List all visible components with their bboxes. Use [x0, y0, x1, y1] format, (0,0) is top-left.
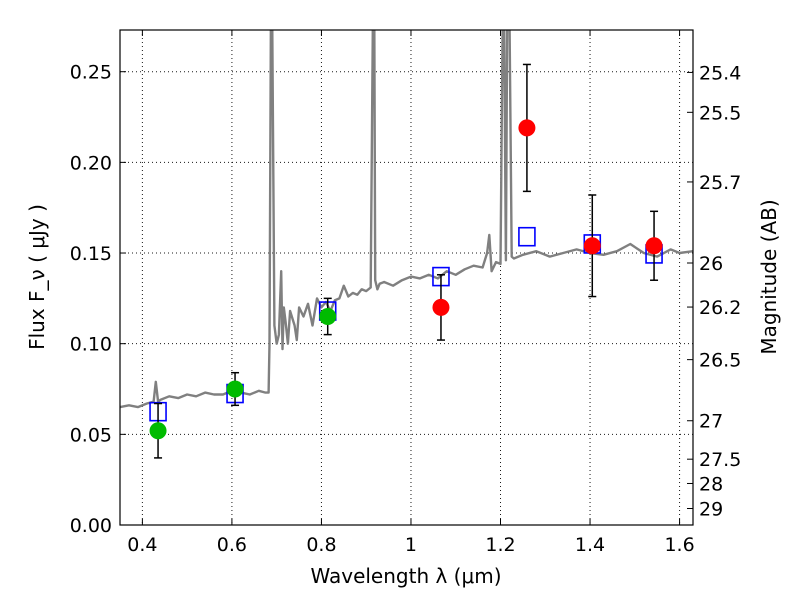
- right-axis-label: Magnitude (AB): [757, 199, 781, 354]
- spectrum-line: [120, 30, 693, 409]
- right-tick-label: 27.5: [699, 449, 741, 471]
- y-axis-ticks: 0.00 0.05 0.10 0.15 0.20 0.25: [70, 62, 126, 537]
- right-tick-label: 25.5: [699, 102, 741, 124]
- data-point: [583, 237, 601, 255]
- x-tick-label: 0.4: [127, 534, 157, 556]
- right-tick-label: 25.7: [699, 172, 741, 194]
- right-tick-label: 26: [699, 253, 723, 275]
- y-axis-label: Flux F_ν ( μJy ): [25, 204, 49, 350]
- data-point: [149, 422, 167, 440]
- x-tick-label: 1.2: [485, 534, 515, 556]
- spectrum-layer: [120, 30, 693, 409]
- plot-frame: [119, 29, 694, 526]
- y-tick-label: 0.25: [70, 62, 112, 84]
- y-tick-label: 0.10: [70, 334, 112, 356]
- x-axis-label: Wavelength λ (μm): [310, 564, 501, 588]
- right-tick-label: 27: [699, 411, 723, 433]
- model-photometry-square: [518, 226, 536, 247]
- y-tick-label: 0.00: [70, 515, 112, 537]
- marker-layer: [149, 63, 663, 459]
- x-tick-label: 1.4: [575, 534, 605, 556]
- y-tick-label: 0.20: [70, 152, 112, 174]
- right-tick-label: 29: [699, 499, 723, 521]
- right-tick-label: 28: [699, 473, 723, 495]
- right-axis-ticks: 25.4 25.5 25.7 26 26.2 26.5 27 27.528 29: [687, 62, 741, 521]
- data-point: [432, 298, 450, 316]
- data-point: [319, 307, 337, 325]
- grid: [120, 30, 693, 525]
- x-tick-label: 0.8: [306, 534, 336, 556]
- right-tick-label: 26.5: [699, 350, 741, 372]
- data-point: [226, 380, 244, 398]
- right-tick-label: 25.4: [699, 62, 741, 84]
- y-tick-label: 0.05: [70, 424, 112, 446]
- x-tick-label: 1: [405, 534, 417, 556]
- x-axis-ticks: 0.4 0.6 0.8 1 1.2 1.4 1.6: [127, 30, 695, 556]
- x-tick-label: 1.6: [664, 534, 694, 556]
- x-tick-label: 0.6: [217, 534, 247, 556]
- data-point: [518, 119, 536, 137]
- y-tick-label: 0.15: [70, 243, 112, 265]
- right-tick-label: 26.2: [699, 297, 741, 319]
- data-point: [645, 237, 663, 255]
